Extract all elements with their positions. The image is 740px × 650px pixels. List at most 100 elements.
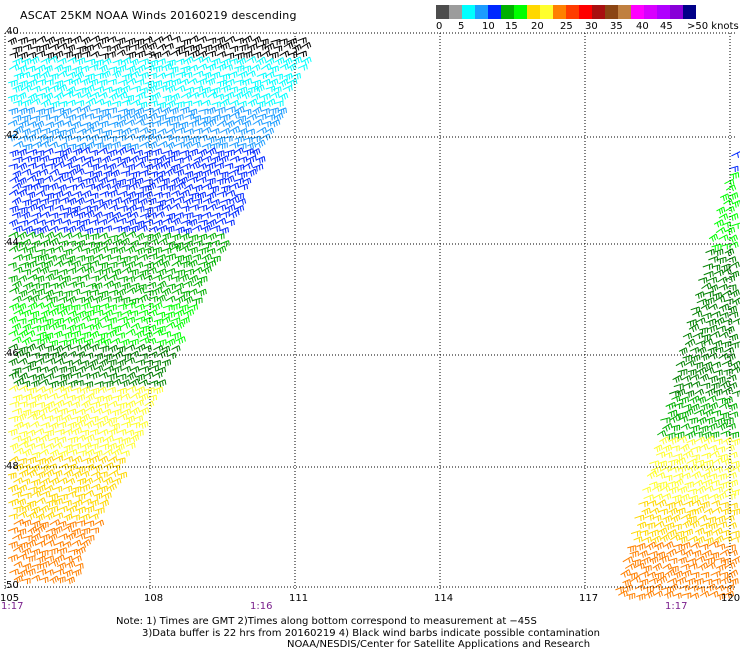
wind-barb: [108, 428, 118, 436]
wind-barb: [92, 42, 102, 49]
wind-barb: [71, 330, 82, 338]
wind-barb: [93, 476, 104, 484]
wind-barb: [175, 181, 186, 190]
wind-barb: [701, 312, 712, 319]
wind-barb: [70, 514, 80, 521]
wind-barb: [677, 415, 688, 423]
wind-barb: [89, 149, 99, 156]
wind-barb: [9, 442, 19, 451]
wind-barb: [147, 394, 157, 402]
wind-barb: [716, 543, 726, 550]
wind-barb: [63, 555, 73, 563]
wind-barb: [691, 454, 700, 461]
wind-barb: [58, 212, 68, 219]
wind-barb: [196, 91, 207, 99]
wind-barb: [58, 197, 70, 204]
wind-barb: [107, 136, 117, 143]
wind-barb: [112, 70, 122, 79]
wind-barb: [193, 198, 203, 205]
wind-barb: [714, 535, 724, 544]
wind-barb: [27, 203, 38, 212]
wind-barb: [169, 66, 179, 74]
wind-barb: [8, 302, 20, 311]
wind-barb: [27, 486, 38, 493]
wind-barb: [40, 239, 51, 248]
wind-barb: [721, 340, 732, 348]
wind-barb: [669, 565, 679, 573]
wind-barb: [125, 328, 136, 336]
wind-barb: [653, 542, 665, 551]
wind-barb: [18, 401, 28, 408]
wind-barb: [21, 155, 33, 163]
wind-barb: [40, 477, 51, 487]
wind-barb: [79, 360, 90, 367]
wind-barb: [81, 331, 91, 339]
wind-barb: [703, 361, 713, 370]
wind-barb: [161, 50, 171, 57]
wind-barb: [36, 497, 46, 505]
wind-barb: [112, 225, 123, 233]
wind-speed-colorbar: [436, 5, 696, 19]
wind-barb: [688, 494, 699, 503]
lon-label: 114: [434, 593, 454, 604]
wind-barb: [125, 147, 136, 155]
wind-barb: [90, 275, 100, 282]
wind-barb: [692, 310, 703, 318]
wind-barb: [9, 401, 20, 408]
wind-barb: [246, 70, 256, 78]
wind-barb: [135, 359, 145, 366]
wind-barb: [205, 50, 216, 58]
wind-barb: [71, 260, 82, 269]
wind-barb: [697, 346, 707, 355]
wind-barb: [116, 428, 127, 436]
wind-barb: [99, 315, 110, 323]
wind-barb: [80, 470, 90, 478]
wind-barb: [71, 470, 82, 479]
wind-barb: [8, 262, 17, 269]
wind-barb: [699, 443, 709, 451]
wind-barb: [702, 478, 713, 487]
wind-barb: [94, 72, 104, 80]
wind-barb: [724, 275, 736, 283]
wind-barb: [121, 211, 132, 219]
wind-barb: [17, 36, 28, 45]
wind-barb: [165, 225, 175, 233]
wind-barb: [134, 330, 145, 339]
wind-barb: [225, 219, 235, 227]
wind-barb: [669, 414, 681, 423]
wind-barb: [71, 442, 82, 450]
wind-barb: [8, 231, 19, 239]
wind-barb: [116, 373, 127, 381]
wind-barb: [665, 432, 676, 440]
wind-barb: [241, 90, 252, 100]
wind-barb: [634, 514, 645, 522]
pass-time-label: 1:17: [1, 601, 24, 612]
wind-barb: [126, 204, 138, 213]
wind-barb: [197, 134, 208, 142]
wind-barb: [690, 374, 700, 381]
wind-barb: [220, 113, 231, 122]
wind-barb: [207, 135, 217, 144]
wind-barb: [116, 387, 127, 395]
wind-barb: [622, 556, 634, 564]
wind-barb: [242, 35, 253, 44]
wind-barb: [135, 161, 146, 168]
lat-label: 40: [6, 26, 19, 37]
wind-barb: [76, 255, 86, 262]
wind-barb: [715, 563, 727, 572]
wind-barb: [76, 45, 87, 53]
wind-barb: [689, 520, 700, 529]
wind-barb: [11, 407, 22, 415]
wind-barb: [48, 436, 59, 444]
wind-barb: [161, 287, 172, 297]
wind-barb: [9, 568, 19, 576]
wind-barb: [99, 190, 110, 198]
wind-barb: [36, 555, 46, 564]
wind-barb: [98, 176, 109, 185]
wind-barb: [183, 100, 193, 107]
wind-barb: [135, 386, 146, 395]
wind-barb: [13, 477, 23, 485]
wind-barb: [156, 85, 167, 92]
wind-barb: [67, 281, 78, 288]
wind-barb: [728, 213, 739, 221]
